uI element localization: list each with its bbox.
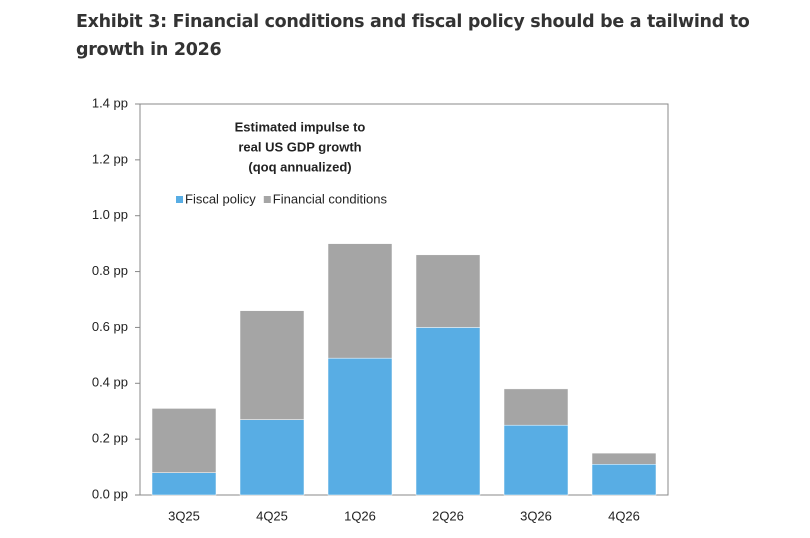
bar-segment xyxy=(591,464,657,496)
legend-label: Fiscal policy xyxy=(185,191,256,206)
y-tick-label: 0.8 pp xyxy=(92,263,128,278)
bar-segment xyxy=(151,408,217,473)
y-tick-label: 1.0 pp xyxy=(92,207,128,222)
bar-segment xyxy=(151,472,217,496)
y-tick-label: 1.4 pp xyxy=(92,95,128,110)
bar-segment xyxy=(503,388,569,426)
inner-title: Estimated impulse to xyxy=(235,119,366,134)
bar-segment xyxy=(503,424,569,496)
x-tick-label: 1Q26 xyxy=(344,508,376,523)
bar-segment xyxy=(327,357,393,496)
inner-title: (qoq annualized) xyxy=(248,159,351,174)
bar-segment xyxy=(415,254,481,328)
y-tick-label: 0.0 pp xyxy=(92,486,128,501)
bar-segment xyxy=(239,419,305,496)
bar-segment xyxy=(591,452,657,465)
x-tick-label: 3Q26 xyxy=(520,508,552,523)
bar-segment xyxy=(415,327,481,496)
y-tick-label: 0.4 pp xyxy=(92,375,128,390)
y-tick-label: 1.2 pp xyxy=(92,151,128,166)
x-tick-label: 3Q25 xyxy=(168,508,200,523)
plot-frame xyxy=(139,103,669,496)
x-tick-label: 2Q26 xyxy=(432,508,464,523)
bar-segment xyxy=(327,243,393,359)
y-tick-label: 0.2 pp xyxy=(92,431,128,446)
x-tick-label: 4Q26 xyxy=(608,508,640,523)
legend-swatch xyxy=(176,196,183,203)
legend-swatch xyxy=(263,196,271,203)
bar-segment xyxy=(239,310,305,420)
legend-label: Financial conditions xyxy=(273,191,388,206)
chart-title: Exhibit 3: Financial conditions and fisc… xyxy=(76,12,750,60)
inner-title: real US GDP growth xyxy=(238,139,361,154)
y-tick-label: 0.6 pp xyxy=(92,319,128,334)
x-tick-label: 4Q25 xyxy=(256,508,288,523)
